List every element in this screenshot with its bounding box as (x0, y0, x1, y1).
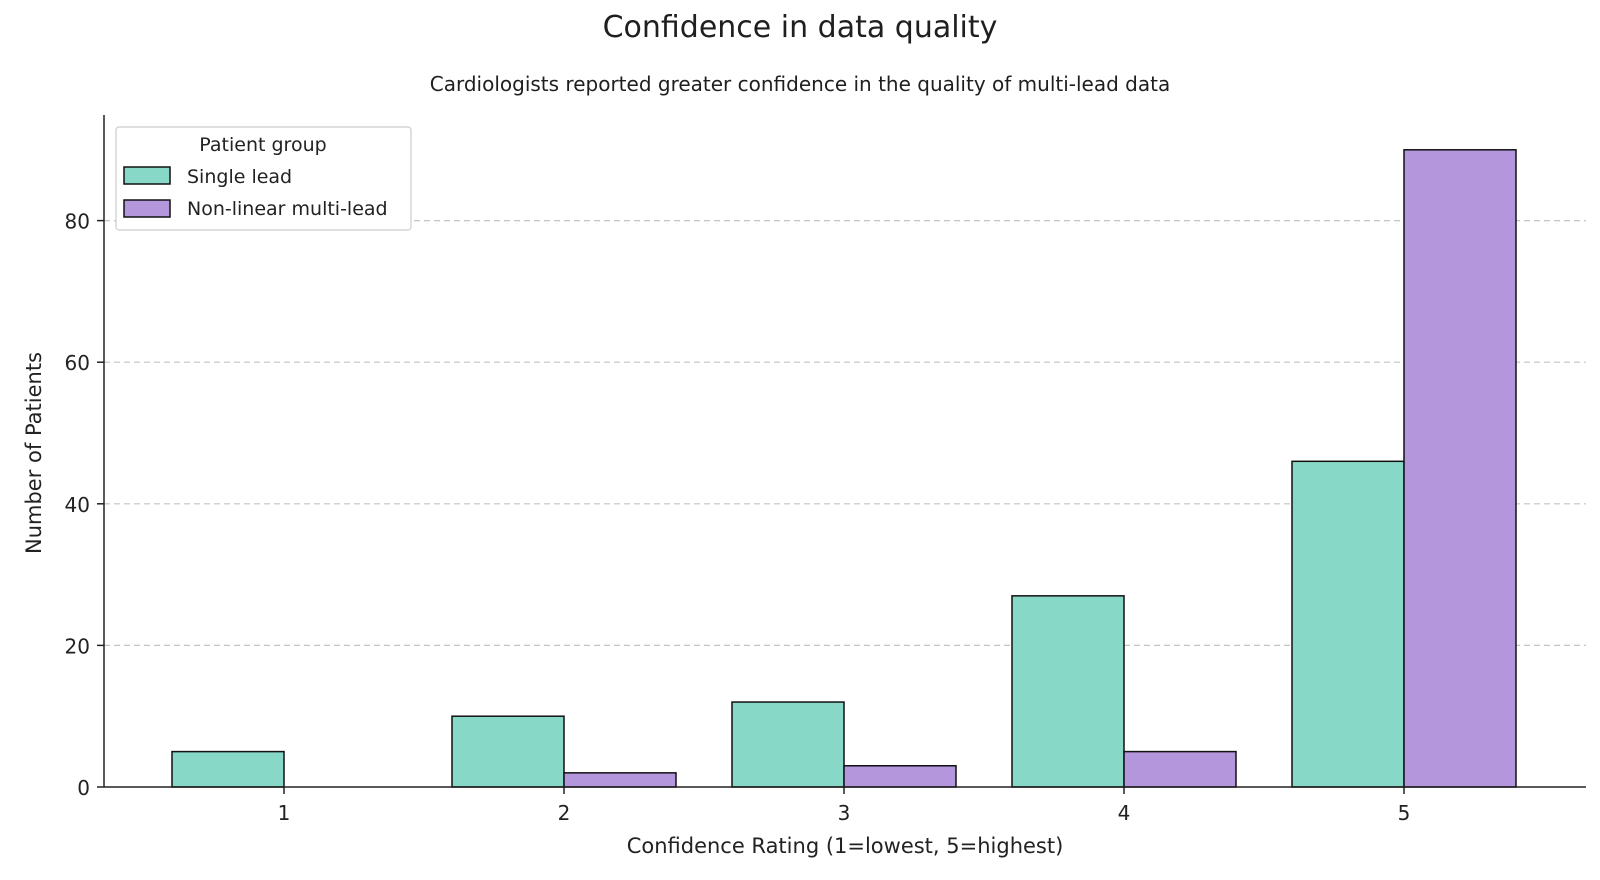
legend-title: Patient group (199, 134, 326, 156)
bar-single-lead-1 (171, 750, 285, 788)
bar-single-lead-2 (451, 715, 565, 788)
y-ticks: 0 20 40 60 80 (65, 210, 104, 800)
x-ticks: 1 2 3 4 5 (278, 787, 1411, 825)
legend-label-single-lead: Single lead (187, 166, 292, 188)
x-tick-label: 5 (1398, 801, 1411, 825)
y-axis-label: Number of Patients (22, 352, 46, 554)
x-tick-label: 2 (558, 801, 571, 825)
y-tick-label: 80 (65, 210, 90, 234)
bar-multi-lead-4 (1123, 750, 1237, 788)
bar-single-lead-3 (731, 701, 845, 788)
y-tick-label: 60 (65, 351, 90, 375)
bars (171, 149, 1517, 788)
x-tick-label: 3 (838, 801, 851, 825)
legend-label-multi-lead: Non-linear multi-lead (187, 198, 388, 220)
legend-box (115, 126, 412, 231)
bar-multi-lead-2 (563, 772, 677, 788)
bar-single-lead-5 (1291, 460, 1405, 788)
bar-multi-lead-3 (843, 765, 957, 788)
x-axis-label: Confidence Rating (1=lowest, 5=highest) (627, 834, 1064, 858)
bar-multi-lead-5 (1403, 149, 1517, 788)
y-tick-label: 20 (65, 634, 90, 658)
y-tick-label: 40 (65, 493, 90, 517)
bar-single-lead-4 (1011, 595, 1125, 788)
legend-swatch-multi-lead (123, 199, 171, 218)
legend: Patient group Single lead Non-linear mul… (115, 126, 412, 231)
chart-subtitle: Cardiologists reported greater confidenc… (429, 72, 1171, 96)
y-tick-label: 0 (77, 776, 90, 800)
chart-title: Confidence in data quality (602, 10, 998, 45)
legend-swatch-single-lead (123, 166, 171, 185)
x-tick-label: 4 (1118, 801, 1131, 825)
x-tick-label: 1 (278, 801, 291, 825)
